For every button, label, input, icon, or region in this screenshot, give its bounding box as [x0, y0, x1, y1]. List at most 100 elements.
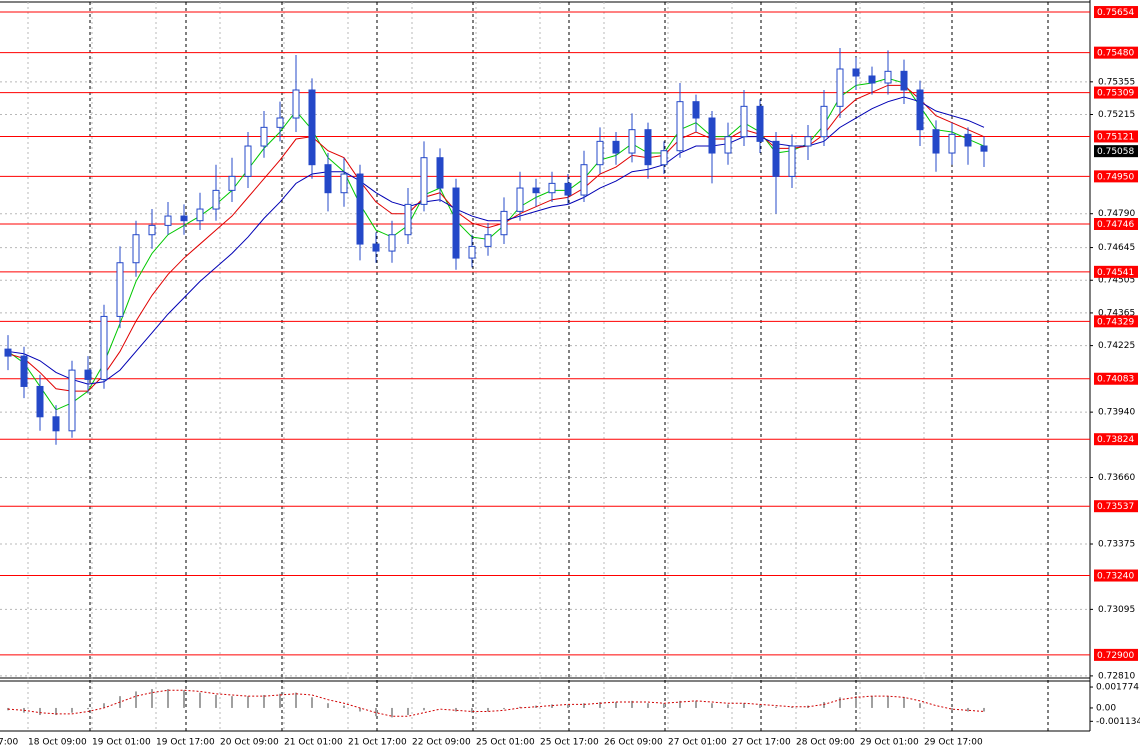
candle-body [596, 140, 604, 166]
level-label: 0.73824 [1097, 435, 1134, 445]
level-label: 0.75480 [1097, 49, 1134, 59]
y-tick-label: 0.75355 [1098, 77, 1135, 87]
level-label: 0.73240 [1097, 572, 1134, 582]
candle-body [628, 129, 636, 154]
x-tick-label: 25 Oct 17:00 [540, 738, 599, 748]
candle-body [644, 129, 652, 166]
y-tick-label: 0.72810 [1098, 671, 1135, 681]
candle-body [788, 145, 796, 177]
candle-body [276, 117, 284, 128]
y-tick-label: 0.75215 [1098, 110, 1135, 120]
candle-body [836, 68, 844, 107]
moving-average [7, 96, 985, 385]
candle-body [724, 136, 732, 154]
x-tick-label: 27 Oct 17:00 [732, 738, 791, 748]
x-tick-label: 20 Oct 09:00 [220, 738, 279, 748]
candle-body [452, 187, 460, 259]
candle-body [68, 369, 76, 432]
candle-body [740, 105, 748, 138]
level-label: 0.74950 [1097, 172, 1134, 182]
candle-body [820, 105, 828, 138]
y-tick-label: 0.00 [1096, 703, 1116, 713]
candle-body [100, 315, 108, 380]
candle-body [116, 262, 124, 317]
candle-body [964, 133, 972, 147]
level-label-box [1094, 217, 1138, 230]
candle-body [164, 215, 172, 226]
candle-body [196, 208, 204, 222]
candle-body [532, 187, 540, 194]
candle-body [676, 101, 684, 152]
x-tick-label: 25 Oct 01:00 [476, 738, 535, 748]
candle-body [500, 210, 508, 236]
x-tick-label: 29 Oct 17:00 [924, 738, 983, 748]
y-tick-label: 0.73095 [1098, 605, 1135, 615]
level-label: 0.74746 [1097, 220, 1134, 230]
candle-body [388, 234, 396, 252]
x-tick-label: 21 Oct 17:00 [348, 738, 407, 748]
candle-body [292, 89, 300, 119]
candle-body [308, 89, 316, 166]
y-tick-label: 0.001774 [1096, 683, 1139, 693]
candle-body [484, 234, 492, 247]
level-label-box [1094, 6, 1138, 19]
level-label: 0.75654 [1097, 8, 1134, 18]
level-label: 0.74541 [1097, 268, 1134, 278]
candle-body [404, 203, 412, 236]
candle-body [148, 224, 156, 236]
y-tick-label: 0.74645 [1098, 243, 1135, 253]
candle-body [244, 145, 252, 177]
candle-body [548, 182, 556, 194]
level-label: 0.75309 [1097, 89, 1134, 99]
level-label-box [1094, 500, 1138, 513]
level-label-box [1094, 433, 1138, 446]
candle-body [756, 105, 764, 142]
candle-body [948, 133, 956, 154]
candle-body [372, 243, 380, 252]
candle-body [4, 348, 12, 357]
candle-body [260, 126, 268, 147]
y-tick-label: -0.001134 [1096, 717, 1140, 727]
candle-body [180, 215, 188, 222]
candle-body [612, 140, 620, 154]
candle-body [324, 164, 332, 194]
y-tick-label: 0.74790 [1098, 209, 1135, 219]
y-tick-label: 0.73940 [1098, 408, 1135, 418]
level-label: 0.75121 [1097, 132, 1134, 142]
x-tick-label: 29 Oct 01:00 [860, 738, 919, 748]
y-tick-label: 0.73375 [1098, 540, 1135, 550]
x-tick-label: 19 Oct 17:00 [156, 738, 215, 748]
candle-body [340, 173, 348, 194]
level-label-box [1094, 648, 1138, 661]
x-tick-label: 28 Oct 09:00 [796, 738, 855, 748]
level-label-box [1094, 46, 1138, 59]
candle-body [804, 136, 812, 147]
candle-body [708, 117, 716, 154]
level-label-box [1094, 315, 1138, 328]
level-label-box [1094, 170, 1138, 183]
y-tick-label: 0.74225 [1098, 341, 1135, 351]
candle-body [228, 175, 236, 191]
last-price-label: 0.75058 [1097, 147, 1134, 157]
candle-body [20, 355, 28, 387]
candle-body [868, 75, 876, 84]
level-label-box [1094, 86, 1138, 99]
x-tick-label: 21 Oct 01:00 [284, 738, 343, 748]
last-price-box [1094, 145, 1138, 158]
level-label: 0.74329 [1097, 317, 1134, 327]
candle-body [900, 70, 908, 91]
level-label-box [1094, 372, 1138, 385]
level-label-box [1094, 130, 1138, 143]
candle-body [356, 173, 364, 245]
candle-body [884, 70, 892, 84]
level-label: 0.73537 [1097, 502, 1134, 512]
candle-body [212, 189, 220, 210]
candle-body [932, 129, 940, 154]
candle-body [980, 145, 988, 152]
candle-body [564, 182, 572, 196]
candle-body [916, 89, 924, 131]
candle-body [516, 187, 524, 212]
level-label-box [1094, 265, 1138, 278]
